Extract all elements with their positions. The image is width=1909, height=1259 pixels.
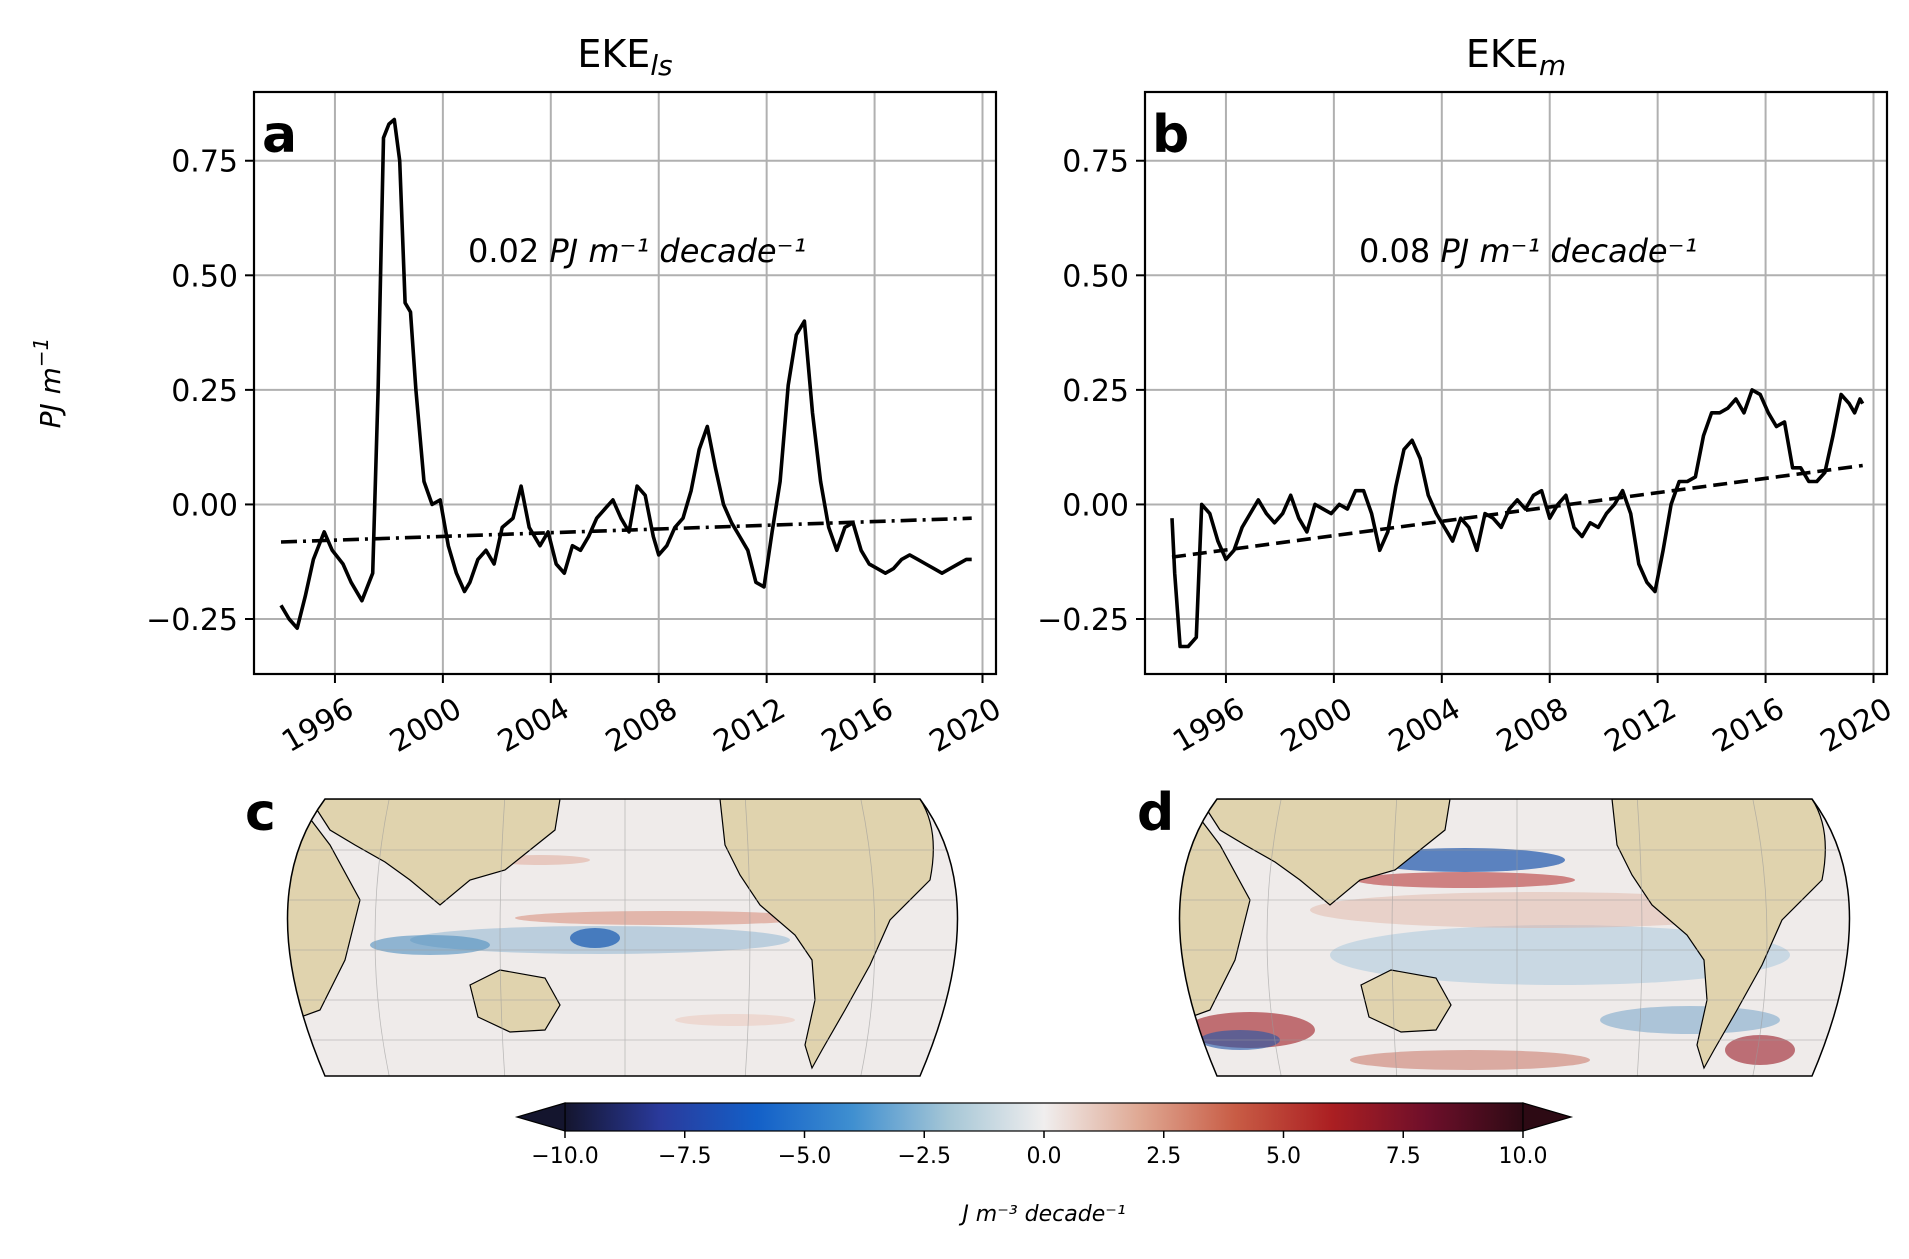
y-tick-label: 0.00 xyxy=(171,488,238,523)
series-line-eke xyxy=(279,117,972,630)
colorbar-tick-label: −5.0 xyxy=(778,1144,831,1169)
panel-b: 1996 2000 2004 2008 2012 2016 2020 −0.25 0.00 0.2… xyxy=(1037,32,1898,760)
map-c-eurasia xyxy=(308,799,561,906)
colorbar-extend-min xyxy=(514,1102,566,1132)
colorbar-label: J m⁻³ decade⁻¹ xyxy=(958,1202,1125,1227)
colorbar-ticks: −10.0 −7.5 −5.0 −2.5 0.0 2.5 5.0 7.5 10.0 xyxy=(531,1131,1547,1169)
map-d-anomaly-blue xyxy=(1330,925,1790,985)
map-d-anomaly-blue xyxy=(1600,1006,1780,1034)
colorbar-tick-label: 0.0 xyxy=(1027,1144,1062,1169)
panel-a-letter: a xyxy=(262,105,297,165)
y-tick-label: 0.25 xyxy=(171,374,238,409)
colorbar: −10.0 −7.5 −5.0 −2.5 0.0 2.5 5.0 7.5 10.0 J m⁻³ … xyxy=(514,1102,1574,1227)
panel-b-letter: b xyxy=(1152,105,1189,165)
panel-a-series xyxy=(279,117,972,630)
panel-b-grid xyxy=(1145,92,1887,674)
map-d-africa xyxy=(1179,811,1251,1019)
map-c-graticule xyxy=(287,799,958,1076)
panel-a-grid xyxy=(254,92,996,674)
x-tick-label: 1996 xyxy=(1167,691,1251,759)
x-tick-label: 2004 xyxy=(1383,691,1467,759)
map-d-anomaly-red xyxy=(1355,872,1575,888)
map-c-anomaly-blue xyxy=(370,935,490,955)
colorbar-body xyxy=(564,1102,1524,1132)
map-panel-d: d xyxy=(1137,783,1851,1077)
colorbar-tick-label: 5.0 xyxy=(1266,1144,1301,1169)
panel-b-frame xyxy=(1143,90,1889,676)
colorbar-tick-label: 7.5 xyxy=(1386,1144,1421,1169)
y-tick-label: 0.75 xyxy=(1062,145,1129,180)
x-tick-label: 2020 xyxy=(1815,691,1899,759)
y-tick-label: −0.25 xyxy=(146,603,238,638)
colorbar-tick-label: 10.0 xyxy=(1499,1144,1548,1169)
map-d-land xyxy=(1179,799,1826,1070)
y-tick-label: 0.50 xyxy=(171,259,238,294)
x-tick-label: 2020 xyxy=(924,691,1008,759)
x-tick-label: 1996 xyxy=(276,691,360,759)
x-tick-label: 2008 xyxy=(1491,691,1575,759)
map-panel-c: c xyxy=(245,783,959,1077)
colorbar-tick-label: −10.0 xyxy=(531,1144,598,1169)
y-tick-label: 0.50 xyxy=(1062,259,1129,294)
map-d-americas xyxy=(1611,799,1826,1070)
map-d-eurasia xyxy=(1198,799,1451,906)
y-tick-label: 0.25 xyxy=(1062,374,1129,409)
x-tick-label: 2016 xyxy=(816,691,900,759)
x-tick-label: 2016 xyxy=(1707,691,1791,759)
colorbar-tick-label: −7.5 xyxy=(658,1144,711,1169)
panel-a: 1996 2000 2004 2008 2012 2016 2020 −0.25 0.00 0.2… xyxy=(29,32,1007,760)
map-c-anomaly-blue xyxy=(570,928,620,948)
colorbar-tick-label: 2.5 xyxy=(1146,1144,1181,1169)
x-tick-label: 2008 xyxy=(600,691,684,759)
trend-line xyxy=(280,516,972,544)
map-c-letter: c xyxy=(245,783,276,843)
panel-b-title: EKEm xyxy=(1466,32,1566,82)
map-d-australia xyxy=(1360,969,1452,1033)
map-c-anomaly-red xyxy=(515,911,815,925)
map-d-letter: d xyxy=(1137,783,1174,843)
map-d-graticule xyxy=(1179,799,1850,1076)
map-c-anomalies xyxy=(370,855,815,1026)
x-tick-label: 2012 xyxy=(708,691,792,759)
map-c-australia xyxy=(469,969,561,1033)
map-c-americas xyxy=(719,799,934,1070)
x-tick-label: 2000 xyxy=(1275,691,1359,759)
map-d-anomaly-red xyxy=(1725,1035,1795,1065)
panel-a-title: EKEls xyxy=(577,32,672,82)
x-tick-label: 2012 xyxy=(1599,691,1683,759)
y-tick-label: 0.75 xyxy=(171,145,238,180)
y-tick-label: −0.25 xyxy=(1037,603,1129,638)
map-c-frame xyxy=(286,798,959,1077)
y-axis-label: PJ m−1 xyxy=(29,338,67,429)
map-d-frame xyxy=(1178,798,1851,1077)
panel-b-series xyxy=(1170,388,1865,649)
y-tick-label: 0.00 xyxy=(1062,488,1129,523)
colorbar-extend-max xyxy=(1522,1102,1574,1132)
map-c-anomaly-red xyxy=(675,1014,795,1026)
map-c-land xyxy=(287,799,934,1070)
x-tick-label: 2004 xyxy=(492,691,576,759)
map-d-anomaly-red xyxy=(1350,1050,1590,1070)
panel-a-trend-label: 0.02 PJ m⁻¹ decade⁻¹ xyxy=(468,232,806,270)
x-tick-label: 2000 xyxy=(384,691,468,759)
map-c-africa xyxy=(287,811,361,1019)
series-line-eke xyxy=(1170,388,1865,649)
panel-b-trend-label: 0.08 PJ m⁻¹ decade⁻¹ xyxy=(1359,232,1697,270)
colorbar-tick-label: −2.5 xyxy=(898,1144,951,1169)
trend-line xyxy=(1171,463,1863,559)
panel-a-frame xyxy=(252,90,998,676)
